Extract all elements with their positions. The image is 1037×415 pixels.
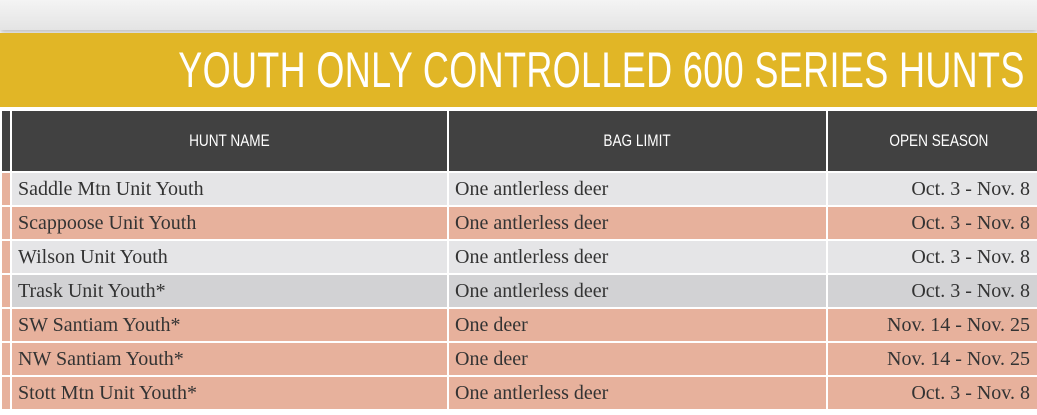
open-season: Oct. 3 - Nov. 8	[826, 273, 1037, 309]
row-stub	[0, 307, 12, 343]
open-season: Oct. 3 - Nov. 8	[826, 171, 1037, 207]
table-row: Stott Mtn Unit Youth* One antlerless deer…	[0, 375, 1037, 411]
hunts-table: HUNT NAME BAG LIMIT OPEN SEASON Saddle Mtn…	[0, 111, 1037, 411]
table-row: SW Santiam Youth* One deer Nov. 14 - Nov. …	[0, 307, 1037, 343]
bag-limit: One deer	[447, 307, 828, 343]
table-body: Saddle Mtn Unit Youth One antlerless deer…	[0, 171, 1037, 411]
header-text: BAG LIMIT	[603, 131, 672, 150]
bag-limit: One antlerless deer	[447, 171, 828, 207]
open-season: Nov. 14 - Nov. 25	[826, 307, 1037, 343]
table-row: Scappoose Unit Youth One antlerless deer O…	[0, 205, 1037, 241]
hunt-name: Stott Mtn Unit Youth*	[10, 375, 449, 411]
row-stub	[0, 171, 12, 207]
header-text: OPEN SEASON	[889, 131, 989, 150]
open-season: Oct. 3 - Nov. 8	[826, 375, 1037, 411]
row-stub	[0, 375, 12, 411]
table-row: Trask Unit Youth* One antlerless deer Oct.…	[0, 273, 1037, 309]
column-header: BAG LIMIT	[447, 111, 828, 173]
open-season: Nov. 14 - Nov. 25	[826, 341, 1037, 377]
header-stub	[0, 111, 12, 173]
row-stub	[0, 341, 12, 377]
hunt-name: NW Santiam Youth*	[10, 341, 449, 377]
row-stub	[0, 273, 12, 309]
hunt-name: Scappoose Unit Youth	[10, 205, 449, 241]
column-header: OPEN SEASON	[826, 111, 1037, 173]
hunt-name: SW Santiam Youth*	[10, 307, 449, 343]
header-text: HUNT NAME	[189, 131, 270, 150]
table-row: NW Santiam Youth* One deer Nov. 14 - Nov. …	[0, 341, 1037, 377]
open-season: Oct. 3 - Nov. 8	[826, 205, 1037, 241]
bag-limit: One antlerless deer	[447, 239, 828, 275]
hunt-name: Saddle Mtn Unit Youth	[10, 171, 449, 207]
bag-limit: One antlerless deer	[447, 273, 828, 309]
bag-limit: One antlerless deer	[447, 205, 828, 241]
row-stub	[0, 205, 12, 241]
header-row: HUNT NAME BAG LIMIT OPEN SEASON	[0, 111, 1037, 173]
banner: YOUTH ONLY CONTROLLED 600 SERIES HUNTS	[0, 33, 1037, 107]
open-season: Oct. 3 - Nov. 8	[826, 239, 1037, 275]
table-row: Saddle Mtn Unit Youth One antlerless deer…	[0, 171, 1037, 207]
hunt-name: Wilson Unit Youth	[10, 239, 449, 275]
title: YOUTH ONLY CONTROLLED 600 SERIES HUNTS	[178, 42, 1025, 98]
row-stub	[0, 239, 12, 275]
top-strip	[0, 0, 1037, 30]
table-row: Wilson Unit Youth One antlerless deer Oct.…	[0, 239, 1037, 275]
bag-limit: One antlerless deer	[447, 375, 828, 411]
bag-limit: One deer	[447, 341, 828, 377]
hunt-name: Trask Unit Youth*	[10, 273, 449, 309]
column-header: HUNT NAME	[10, 111, 449, 173]
